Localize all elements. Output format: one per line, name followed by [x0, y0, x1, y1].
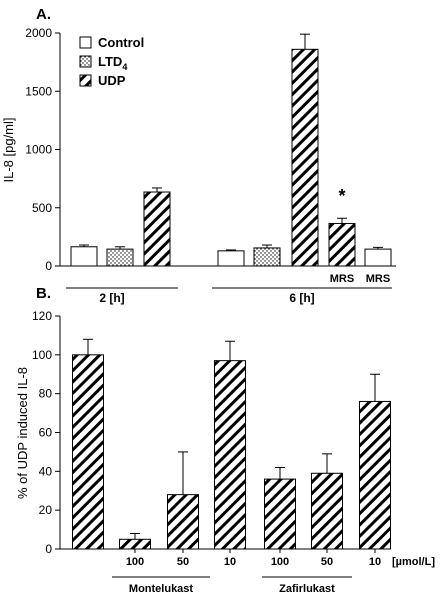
panel-a-significance-star: * [338, 186, 345, 206]
panel-b-unit-label: [µmol/L] [392, 556, 435, 568]
panel-a-bar [70, 246, 98, 267]
panel-b-y-tick-label: 0 [45, 542, 52, 556]
panel-a-bar [253, 247, 281, 267]
panel-a-legend-swatch [79, 36, 92, 49]
panel-b-bar [72, 354, 104, 550]
panel-b-concentration-label: 50 [177, 556, 189, 568]
panel-a-bar [291, 48, 319, 267]
panel-b-bar [359, 400, 391, 550]
panel-a-bar [106, 248, 134, 267]
panel-b-group-label: Zafirlukast [279, 583, 335, 595]
panel-a-y-tick-label: 1000 [25, 143, 52, 157]
panel-a-label: A. [36, 6, 51, 23]
panel-b-concentration-label: 100 [126, 556, 144, 568]
panel-a-bar-label: MRS [366, 273, 390, 285]
panel-b-chart: B. % of UDP induced IL-8 0 20 40 60 80 100 120… [15, 285, 435, 595]
panel-a-bar [328, 222, 356, 267]
panel-b-y-tick-label: 20 [39, 503, 53, 517]
panel-a-y-tick-label: 500 [32, 201, 52, 215]
panel-b-y-tick-label: 100 [32, 348, 52, 362]
panel-b-y-axis-label: % of UDP induced IL-8 [15, 367, 30, 499]
panel-b-y-tick-label: 40 [39, 464, 53, 478]
panel-a-legend-swatch [79, 74, 92, 87]
panel-b-bar [311, 472, 343, 550]
panel-b-y-tick-label: 60 [39, 426, 53, 440]
panel-a-legend-label: UDP [98, 73, 126, 88]
panel-a-bar [364, 248, 392, 267]
panel-a-group-label: 2 [h] [99, 291, 124, 305]
panel-a-bar [217, 250, 245, 267]
panel-b-label: B. [36, 285, 51, 302]
panel-b-bar [264, 478, 296, 550]
panel-b-concentration-labels: 100 50 10 100 50 10 [126, 549, 381, 568]
panel-a-y-tick-label: 0 [45, 259, 52, 273]
panel-b-drug-groups: Montelukast Zafirlukast [112, 576, 352, 595]
panel-a-bars: * [70, 33, 392, 267]
panel-b-bar [167, 494, 199, 550]
panel-a-y-tick-label: 2000 [25, 26, 52, 40]
panel-b-bar [119, 538, 151, 550]
panel-a-category-labels: MRS MRS [330, 273, 390, 285]
panel-b-y-ticks: 0 20 40 60 80 100 120 [32, 309, 60, 556]
panel-a-bar-label: MRS [330, 273, 354, 285]
panel-b-bar [214, 360, 246, 550]
panel-a-y-tick-label: 1500 [25, 84, 52, 98]
panel-b-concentration-label: 10 [369, 556, 381, 568]
panel-b-group-label: Montelukast [129, 583, 194, 595]
panel-a-legend-label: Control [98, 35, 144, 50]
panel-a-time-groups: 2 [h] 6 [h] [66, 287, 392, 305]
panel-a-bar [143, 191, 171, 267]
panel-a-y-ticks: 0 500 1000 1500 2000 [25, 26, 60, 273]
panel-b-concentration-label: 100 [271, 556, 289, 568]
panel-a-y-axis-label: IL-8 [pg/ml] [1, 117, 16, 182]
panel-b-concentration-label: 50 [321, 556, 333, 568]
panel-a-legend-swatch [79, 55, 92, 68]
panel-b-concentration-label: 10 [224, 556, 236, 568]
panel-b-y-tick-label: 80 [39, 387, 53, 401]
panel-b-bars [72, 338, 391, 550]
panel-a-legend-label: LTD4 [98, 54, 127, 72]
panel-a-group-label: 6 [h] [289, 291, 314, 305]
panel-b-y-tick-label: 120 [32, 309, 52, 323]
